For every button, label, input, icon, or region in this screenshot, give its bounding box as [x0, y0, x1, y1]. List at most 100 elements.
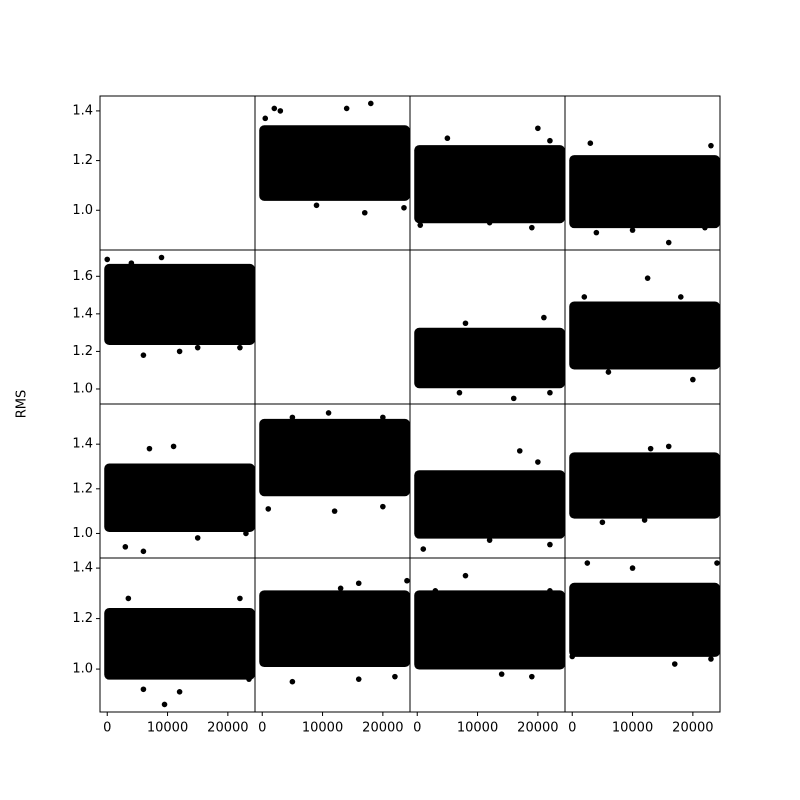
point-cloud [569, 301, 720, 370]
point [271, 105, 278, 112]
point [677, 294, 684, 300]
point [128, 260, 135, 266]
point [593, 229, 600, 236]
panel [414, 572, 565, 680]
point [547, 541, 553, 548]
x-tick-label: 10000 [147, 721, 188, 736]
point [456, 389, 463, 396]
point [355, 580, 362, 587]
point [587, 140, 594, 146]
point [702, 224, 708, 231]
point [392, 673, 398, 680]
point [367, 100, 374, 107]
point [671, 661, 678, 667]
panel [104, 443, 255, 555]
point-cloud [569, 155, 720, 229]
x-tick-label: 20000 [362, 721, 403, 736]
point [644, 275, 651, 281]
point [665, 443, 672, 450]
point [122, 544, 129, 550]
panel [259, 410, 410, 514]
y-tick-label: 1.6 [72, 269, 93, 284]
y-tick-label: 1.2 [72, 153, 93, 168]
x-tick-label: 10000 [457, 721, 498, 736]
point [361, 209, 368, 216]
point-cloud [569, 452, 720, 519]
panel [259, 100, 410, 216]
point [417, 222, 424, 228]
point [140, 686, 147, 693]
y-tick-label: 1.2 [72, 611, 93, 626]
point [535, 125, 541, 132]
x-tick-label: 0 [568, 721, 576, 736]
y-tick-label: 1.4 [72, 561, 93, 576]
point [404, 577, 410, 584]
point [343, 105, 350, 112]
point [708, 656, 714, 662]
x-tick-label: 0 [258, 721, 266, 736]
point [380, 503, 386, 510]
point [140, 352, 147, 358]
point [599, 519, 606, 526]
point-cloud [104, 608, 255, 680]
panel [569, 275, 720, 383]
panel [414, 314, 565, 402]
x-tick-label: 10000 [612, 721, 653, 736]
point [140, 548, 147, 555]
point [243, 530, 249, 537]
point [277, 108, 284, 114]
point [289, 678, 296, 685]
point [529, 673, 535, 680]
point [708, 142, 714, 149]
point-cloud [259, 125, 410, 201]
point [176, 689, 183, 695]
y-tick-label: 1.0 [72, 526, 93, 541]
panel [414, 125, 565, 231]
point-cloud [414, 327, 565, 389]
panel [259, 577, 410, 685]
point [432, 588, 439, 594]
point [665, 239, 672, 246]
point [584, 560, 591, 566]
y-axis-label: RMS [15, 390, 30, 419]
point-cloud [569, 582, 720, 657]
point [516, 448, 523, 454]
point-cloud [259, 418, 410, 497]
panel [569, 560, 720, 667]
panel [569, 443, 720, 526]
point [581, 294, 588, 300]
point [380, 414, 386, 421]
point [313, 202, 320, 209]
point [289, 414, 296, 421]
y-tick-label: 1.2 [72, 344, 93, 359]
point [194, 344, 201, 351]
point [237, 344, 243, 351]
point [125, 595, 132, 602]
point [246, 676, 252, 682]
point-cloud [104, 263, 255, 346]
point [444, 135, 451, 142]
x-tick-label: 20000 [517, 721, 558, 736]
point-cloud [414, 590, 565, 670]
x-tick-label: 20000 [672, 721, 713, 736]
y-tick-label: 1.2 [72, 481, 93, 496]
point [629, 227, 636, 233]
point [237, 595, 243, 602]
y-tick-label: 1.4 [72, 437, 93, 452]
point [420, 546, 427, 552]
point [605, 369, 612, 375]
point-cloud [259, 590, 410, 668]
point-cloud [414, 470, 565, 539]
x-tick-label: 0 [413, 721, 421, 736]
point [547, 588, 553, 594]
y-tick-label: 1.4 [72, 306, 93, 321]
point [194, 535, 201, 541]
point [486, 537, 493, 543]
point [486, 219, 493, 226]
point [401, 204, 407, 211]
y-tick-label: 1.0 [72, 203, 93, 218]
point [702, 512, 708, 519]
point [547, 137, 553, 144]
